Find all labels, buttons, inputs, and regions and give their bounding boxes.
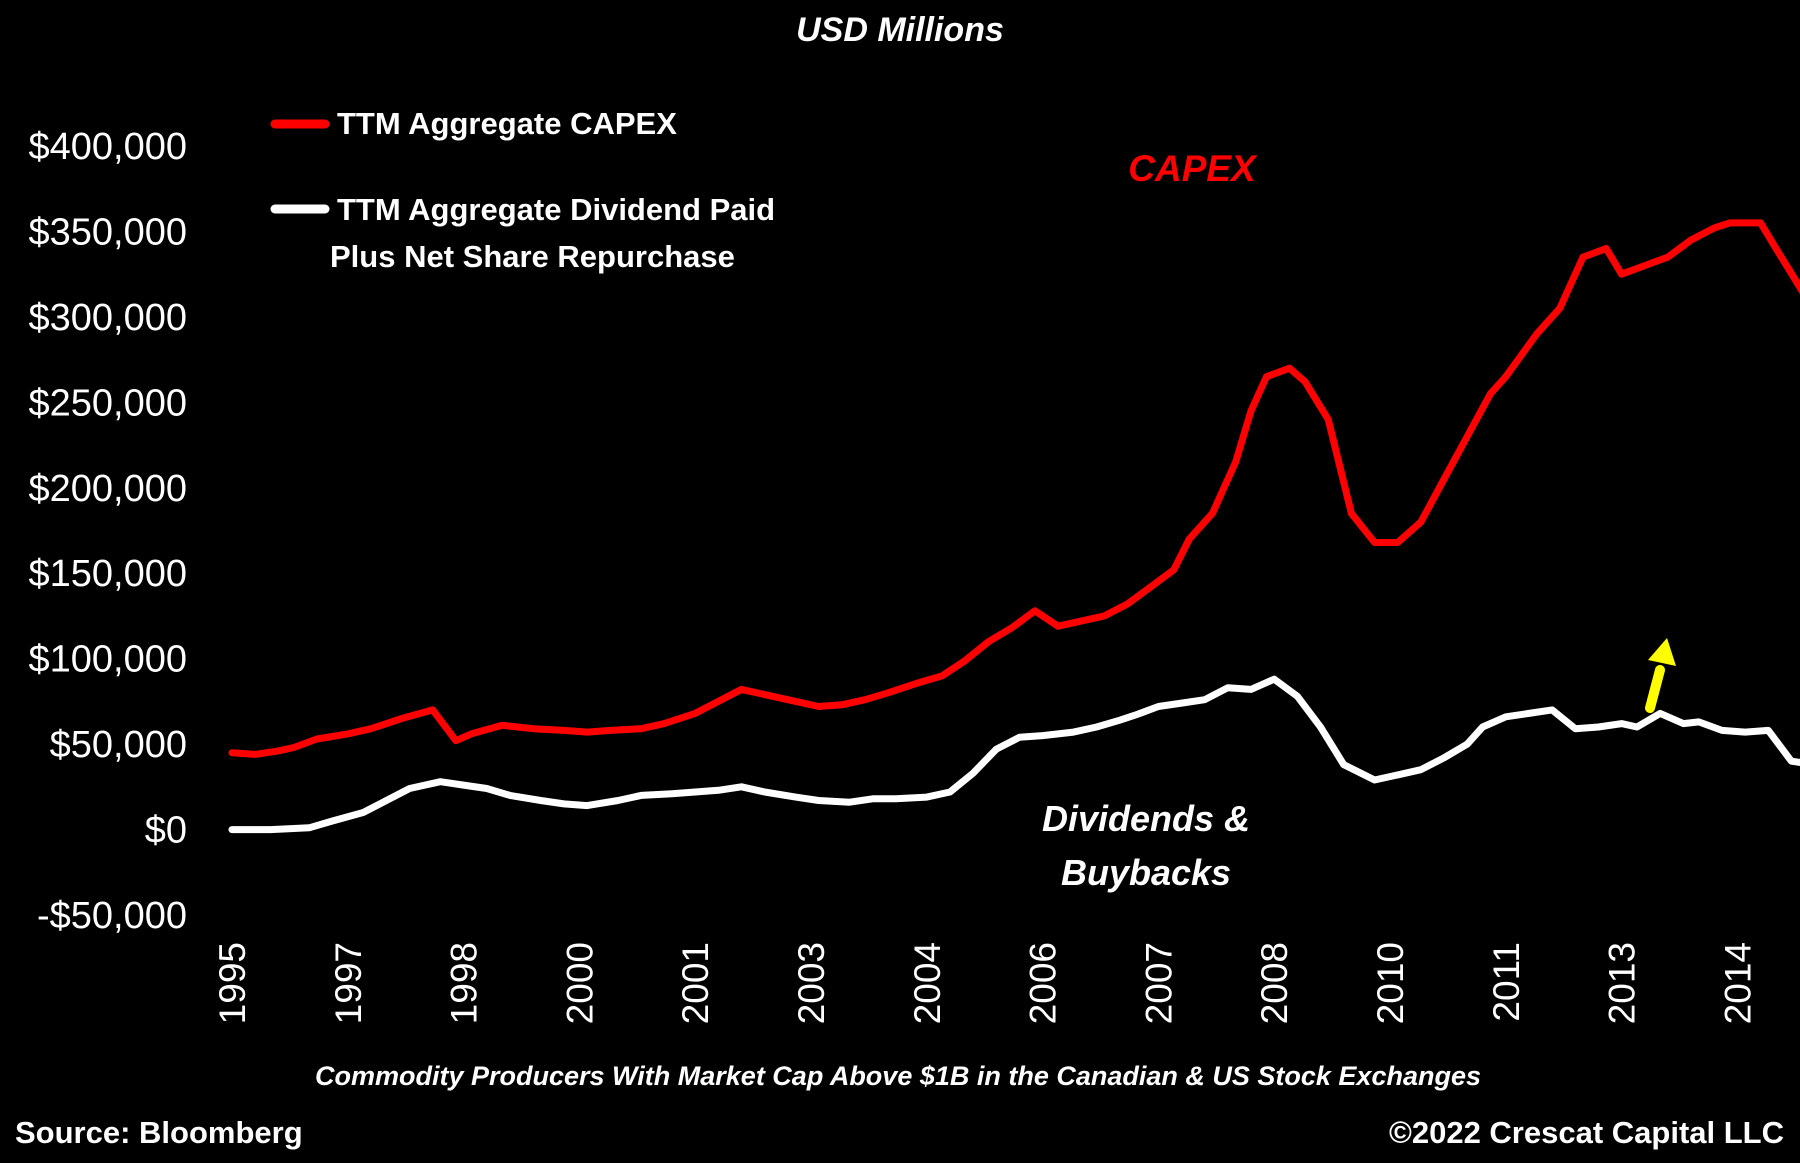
y-tick-label: $400,000 xyxy=(29,126,188,168)
y-tick-label: -$50,000 xyxy=(37,895,187,937)
x-tick-label: 2014 xyxy=(1717,942,1758,1024)
y-tick-label: $200,000 xyxy=(29,468,188,510)
legend: TTM Aggregate CAPEX TTM Aggregate Divide… xyxy=(270,106,775,274)
y-tick-label: $50,000 xyxy=(50,724,187,766)
x-tick-label: 2011 xyxy=(1486,942,1527,1022)
dividends-series-line xyxy=(228,675,1800,834)
x-tick-label: 2004 xyxy=(907,942,948,1024)
y-tick-label: $350,000 xyxy=(29,211,188,253)
x-tick-label: 2000 xyxy=(559,942,600,1024)
y-tick-label: $250,000 xyxy=(29,382,188,424)
x-axis-ticks: 1995 1997 1998 2000 2001 2003 2004 2006 2007 2008… xyxy=(212,942,1758,1024)
legend-dividends-label-line1: TTM Aggregate Dividend Paid xyxy=(337,192,775,227)
copyright-note: ©2022 Crescat Capital LLC xyxy=(1389,1115,1784,1150)
x-tick-label: 2001 xyxy=(675,942,716,1024)
dividends-annotation-line2: Buybacks xyxy=(1061,852,1231,893)
x-tick-label: 1995 xyxy=(212,942,253,1024)
x-tick-label: 2006 xyxy=(1023,942,1064,1024)
chart-title: USD Millions xyxy=(796,11,1004,49)
series-group xyxy=(228,219,1800,834)
x-tick-label: 2007 xyxy=(1138,942,1179,1024)
x-tick-label: 1998 xyxy=(444,942,485,1024)
up-arrow-icon xyxy=(1645,638,1676,713)
legend-capex-label: TTM Aggregate CAPEX xyxy=(337,106,677,141)
y-tick-label: $100,000 xyxy=(29,639,188,681)
chart-subtitle: Commodity Producers With Market Cap Abov… xyxy=(315,1061,1481,1091)
capex-series-line xyxy=(228,219,1800,758)
legend-dividends-label-line2: Plus Net Share Repurchase xyxy=(330,239,735,274)
x-tick-label: 2010 xyxy=(1370,942,1411,1024)
y-tick-label: $150,000 xyxy=(29,553,188,595)
y-axis-ticks: $400,000 $350,000 $300,000 $250,000 $200,000… xyxy=(29,126,188,937)
x-tick-label: 2008 xyxy=(1254,942,1295,1024)
x-tick-label: 2003 xyxy=(791,942,832,1024)
x-tick-label: 2013 xyxy=(1602,942,1643,1024)
x-tick-label: 1997 xyxy=(328,942,369,1024)
capex-annotation: CAPEX xyxy=(1128,148,1258,189)
dividends-annotation-line1: Dividends & xyxy=(1042,798,1250,839)
y-tick-label: $0 xyxy=(145,810,187,852)
y-tick-label: $300,000 xyxy=(29,297,188,339)
source-note: Source: Bloomberg xyxy=(15,1115,303,1150)
